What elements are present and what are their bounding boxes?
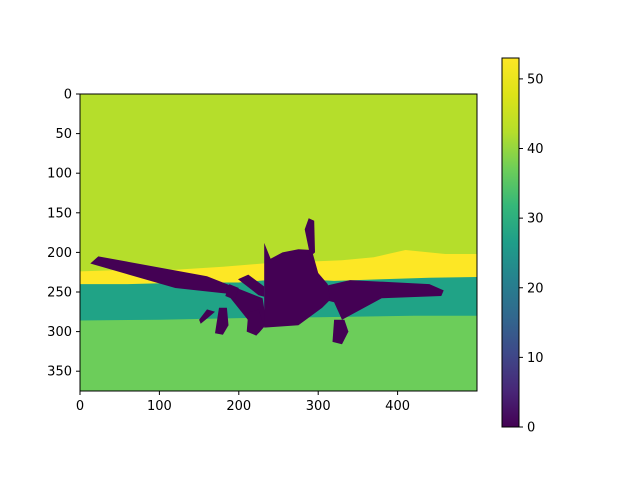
region-airplane (246, 309, 265, 336)
x-tick-label: 300 (306, 399, 331, 414)
y-tick-label: 350 (47, 365, 72, 380)
colorbar-tick-label: 30 (527, 212, 544, 227)
y-tick-label: 250 (47, 286, 72, 301)
plot-frame (79, 93, 478, 392)
x-tick-label: 200 (226, 399, 251, 414)
region-airplane (215, 307, 229, 335)
region-airplane (332, 319, 349, 345)
colorbar-tick-label: 20 (527, 281, 544, 296)
colorbar: 0 10 20 30 40 50 (501, 57, 544, 436)
region-airplane (316, 280, 444, 320)
region-airplane (225, 284, 239, 300)
region-airplane (304, 218, 315, 257)
region-airplane (90, 256, 267, 334)
x-tick-label: 0 (76, 399, 84, 414)
y-tick-label: 200 (47, 246, 72, 261)
colorbar-tick-label: 10 (527, 351, 544, 366)
y-tick-label: 0 (64, 88, 72, 103)
colorbar-tick-label: 50 (527, 72, 544, 87)
x-tick-label: 400 (385, 399, 410, 414)
y-tick-label: 100 (47, 167, 72, 182)
colorbar-gradient (502, 58, 519, 427)
colorbar-frame (501, 57, 520, 428)
x-axis: 0 100 200 300 400 (76, 391, 410, 414)
y-tick-label: 150 (47, 206, 72, 221)
x-tick-label: 100 (147, 399, 172, 414)
region-ground (80, 312, 477, 391)
colorbar-tick-label: 0 (527, 421, 535, 436)
region-airplane (238, 274, 265, 297)
region-airplane (199, 309, 215, 324)
colorbar-tick-label: 40 (527, 142, 544, 157)
y-tick-label: 300 (47, 325, 72, 340)
plot-area (80, 94, 477, 391)
y-axis: 0 50 100 150 200 250 300 350 (47, 88, 80, 380)
y-tick-label: 50 (55, 127, 72, 142)
region-airplane (264, 242, 331, 328)
